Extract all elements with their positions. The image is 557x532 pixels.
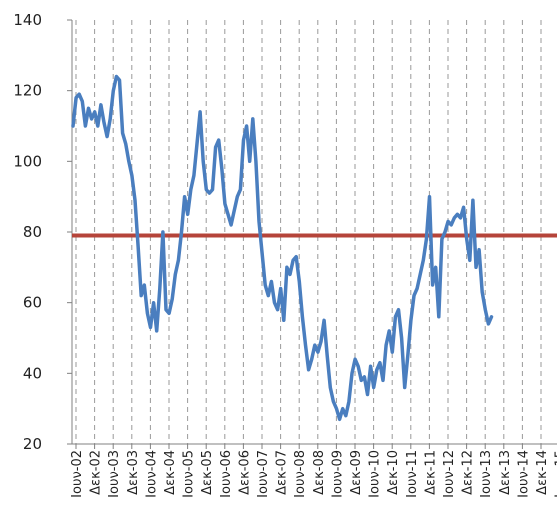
x-tick-label: Δεκ-02 <box>89 450 104 495</box>
x-tick-label: Ιουν-09 <box>330 450 345 498</box>
x-tick-label: Δεκ-06 <box>237 450 252 495</box>
y-tick-label: 20 <box>23 435 42 453</box>
x-tick-label: Ιουν-04 <box>144 450 159 498</box>
x-tick-label: Ιουν-12 <box>442 450 457 498</box>
x-tick-label: Ιουν-02 <box>70 450 85 498</box>
y-tick-label: 120 <box>13 82 42 100</box>
x-tick-label: Δεκ-12 <box>461 450 476 495</box>
x-tick-label: Δεκ-04 <box>163 450 178 495</box>
x-tick-label: Ιουν-06 <box>219 450 234 498</box>
x-tick-label: Δεκ-14 <box>535 450 550 495</box>
x-tick-label: Δεκ-13 <box>498 450 513 495</box>
axes <box>67 19 557 449</box>
x-tick-label: Ιουν-14 <box>516 450 531 498</box>
x-tick-label: Δεκ-03 <box>126 450 141 495</box>
y-tick-label: 100 <box>13 152 42 170</box>
x-tick-label: Δεκ-05 <box>200 450 215 495</box>
x-tick-label: Δεκ-08 <box>312 450 327 495</box>
x-tick-label: Ιουν-08 <box>293 450 308 498</box>
x-tick-label: Ιουν-03 <box>107 450 122 498</box>
x-tick-label: Ιουν-05 <box>182 450 197 498</box>
series-line <box>71 74 494 422</box>
series-group <box>71 74 494 422</box>
x-tick-label: Ιουν-13 <box>479 450 494 498</box>
x-tick-labels: Ιουν-02 Δεκ-02 Ιουν-03 Δεκ-03 Ιουν-04 Δεκ-04 Ι… <box>70 450 557 498</box>
y-tick-label: 60 <box>23 294 42 312</box>
x-tick-label: Ιουν-15 <box>554 450 557 498</box>
y-tick-labels: 20 40 60 80 100 120 140 <box>13 11 42 453</box>
x-tick-label: Δεκ-11 <box>423 450 438 495</box>
y-tick-label: 140 <box>13 11 42 29</box>
grid-lines <box>75 20 542 444</box>
x-tick-label: Δεκ-09 <box>349 450 364 495</box>
x-tick-label: Ιουν-07 <box>256 450 271 498</box>
x-tick-label: Δεκ-10 <box>386 450 401 495</box>
x-tick-label: Δεκ-07 <box>275 450 290 495</box>
y-tick-label: 80 <box>23 223 42 241</box>
x-tick-label: Ιουν-10 <box>368 450 383 498</box>
y-tick-label: 40 <box>23 364 42 382</box>
x-tick-label: Ιουν-11 <box>405 450 420 498</box>
